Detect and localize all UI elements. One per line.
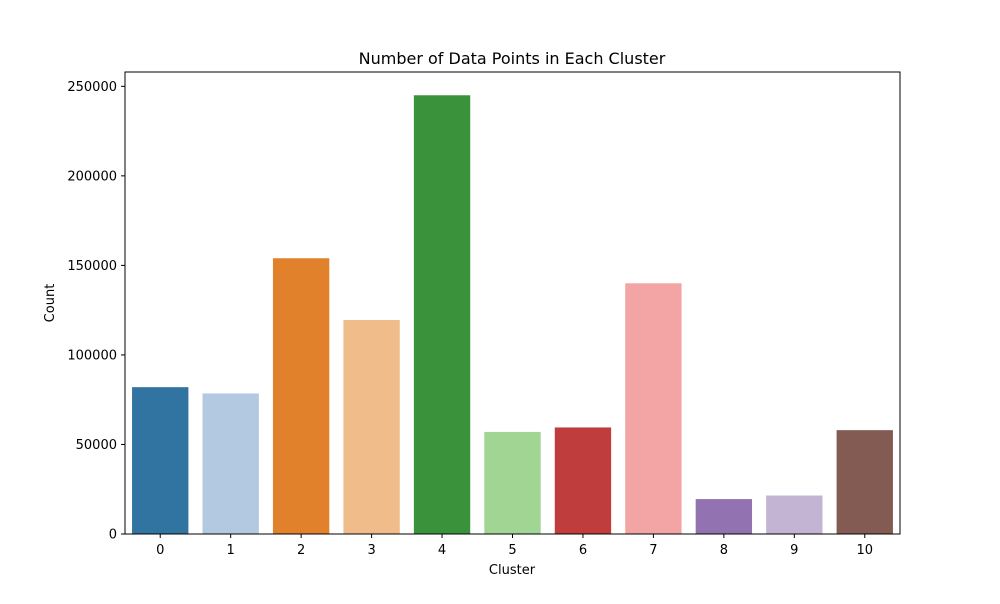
axes-layer: 0 1 2 3 4 5 6 7 8 9 10 0 50000 100000 150000 200000 2500… — [67, 71, 901, 558]
x-tick-label: 9 — [790, 543, 798, 558]
x-tick-label: 7 — [649, 543, 657, 558]
y-tick-label: 250000 — [67, 80, 117, 95]
bars-layer — [132, 95, 893, 534]
y-tick-label: 0 — [109, 528, 117, 543]
bar-cluster-0 — [132, 387, 189, 534]
bar-cluster-4 — [413, 95, 471, 534]
x-tick-label: 6 — [579, 543, 587, 558]
y-axis-label: Count — [43, 284, 58, 323]
x-tick-label: 10 — [856, 543, 873, 558]
x-axis-label: Cluster — [489, 563, 536, 578]
x-tick-label: 0 — [156, 543, 164, 558]
chart-title: Number of Data Points in Each Cluster — [359, 49, 666, 68]
x-tick-label: 4 — [438, 543, 446, 558]
y-tick-label: 150000 — [67, 259, 117, 274]
bar-cluster-9 — [766, 495, 823, 534]
x-tick-label: 5 — [508, 543, 516, 558]
bar-cluster-7 — [625, 283, 682, 534]
bar-cluster-8 — [695, 499, 753, 534]
y-tick-label: 200000 — [67, 169, 117, 184]
x-tick-label: 3 — [367, 543, 375, 558]
x-tick-label: 2 — [297, 543, 305, 558]
x-tick-label: 1 — [227, 543, 235, 558]
bar-cluster-1 — [202, 393, 259, 534]
bar-cluster-10 — [836, 430, 893, 534]
bar-cluster-5 — [484, 431, 541, 534]
bar-cluster-6 — [554, 427, 612, 534]
bar-cluster-3 — [343, 320, 400, 534]
y-tick-label: 100000 — [67, 348, 117, 363]
y-tick-label: 50000 — [76, 438, 117, 453]
bar-cluster-2 — [272, 258, 330, 534]
x-tick-label: 8 — [720, 543, 728, 558]
